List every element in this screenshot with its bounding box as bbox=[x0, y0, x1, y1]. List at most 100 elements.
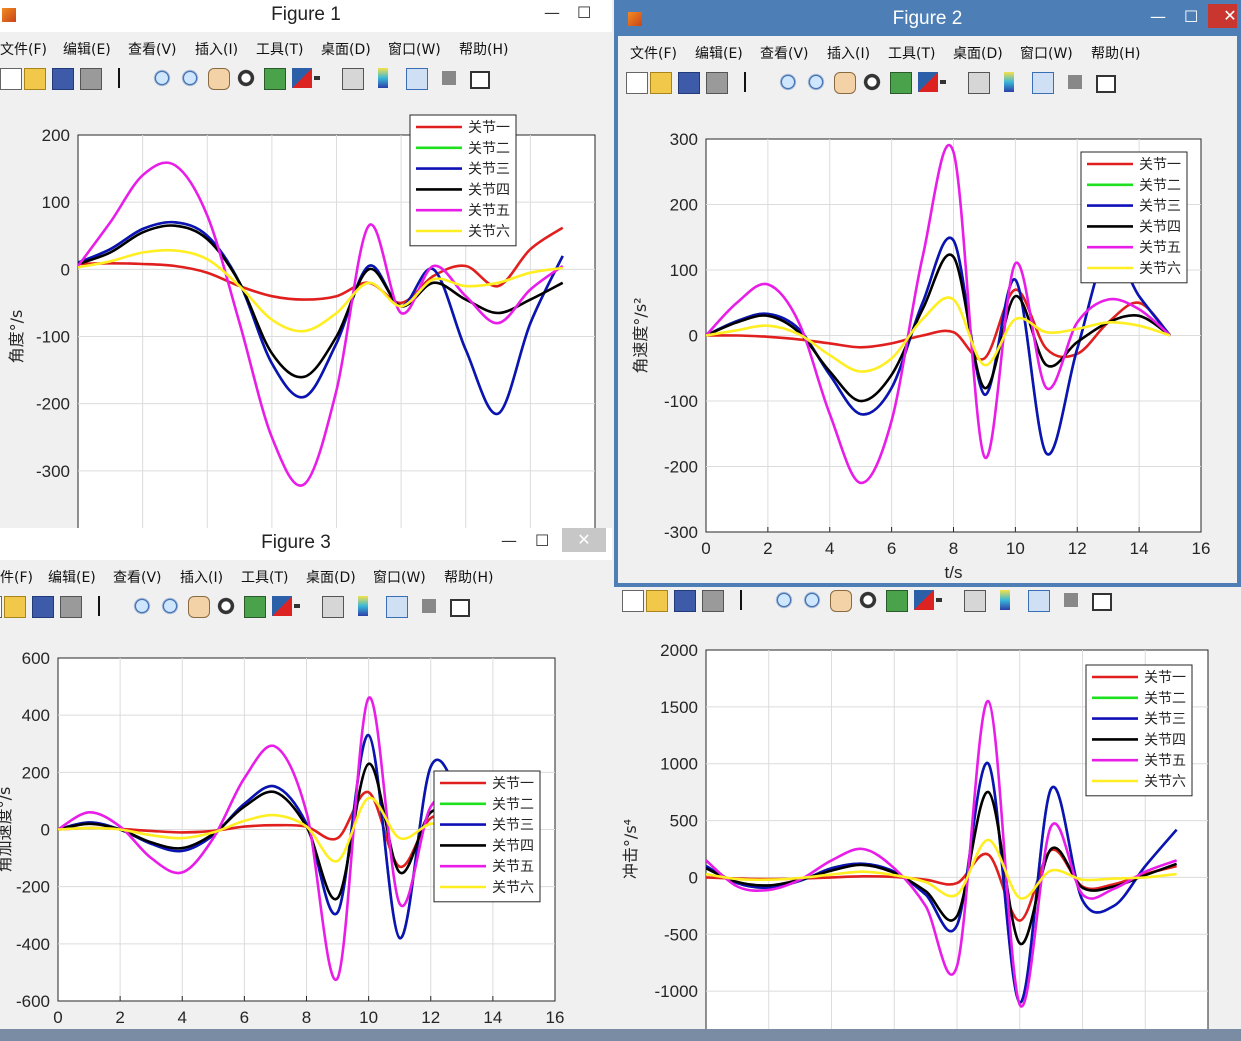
menu-edit[interactable]: 编辑(E) bbox=[48, 570, 96, 586]
menu-tools[interactable]: 工具(T) bbox=[241, 570, 289, 586]
menu-tools[interactable]: 工具(T) bbox=[256, 42, 304, 58]
menu-insert[interactable]: 插入(I) bbox=[827, 46, 871, 62]
zoom-out-icon[interactable] bbox=[180, 68, 200, 88]
pan-hand-icon[interactable] bbox=[208, 68, 230, 90]
plot-area[interactable]: 200 100 0 -100 -200 -300 角度°/s 关节一关节二关节三关节四关节五关… bbox=[0, 98, 612, 530]
hide-plot-tools-icon[interactable] bbox=[442, 71, 456, 85]
minimize-button[interactable]: — bbox=[501, 531, 517, 550]
brush-icon[interactable] bbox=[918, 72, 938, 92]
menu-help[interactable]: 帮助(H) bbox=[444, 570, 494, 586]
maximize-button[interactable]: ☐ bbox=[577, 3, 592, 22]
print-icon[interactable] bbox=[60, 596, 82, 618]
print-icon[interactable] bbox=[80, 68, 102, 90]
menu-help[interactable]: 帮助(H) bbox=[459, 42, 509, 58]
close-button[interactable]: ✕ bbox=[562, 528, 606, 552]
hide-plot-tools-icon[interactable] bbox=[1064, 593, 1078, 607]
maximize-button[interactable]: ☐ bbox=[1184, 7, 1199, 26]
open-file-icon[interactable] bbox=[24, 68, 46, 90]
pointer-icon[interactable] bbox=[118, 68, 140, 88]
zoom-out-icon[interactable] bbox=[802, 590, 822, 610]
data-cursor-icon[interactable] bbox=[890, 72, 912, 94]
menu-view[interactable]: 查看(V) bbox=[113, 570, 162, 586]
rotate-3d-icon[interactable] bbox=[216, 596, 236, 616]
pointer-icon[interactable] bbox=[740, 590, 762, 610]
minimize-button[interactable]: — bbox=[544, 3, 560, 22]
titlebar[interactable]: Figure 3 — ☐ ✕ bbox=[0, 528, 612, 560]
rotate-3d-icon[interactable] bbox=[862, 72, 882, 92]
menu-desktop[interactable]: 桌面(D) bbox=[953, 46, 1003, 62]
link-plot-icon[interactable] bbox=[968, 72, 990, 94]
zoom-in-icon[interactable] bbox=[132, 596, 152, 616]
data-cursor-icon[interactable] bbox=[244, 596, 266, 618]
pointer-icon[interactable] bbox=[98, 596, 120, 616]
print-icon[interactable] bbox=[706, 72, 728, 94]
rotate-3d-icon[interactable] bbox=[858, 590, 878, 610]
show-plot-tools-icon[interactable] bbox=[450, 599, 470, 617]
zoom-in-icon[interactable] bbox=[778, 72, 798, 92]
legend-box[interactable] bbox=[1085, 664, 1193, 797]
open-file-icon[interactable] bbox=[4, 596, 26, 618]
zoom-in-icon[interactable] bbox=[152, 68, 172, 88]
legend-icon[interactable] bbox=[406, 68, 428, 90]
zoom-in-icon[interactable] bbox=[774, 590, 794, 610]
minimize-button[interactable]: — bbox=[1150, 7, 1166, 26]
brush-dropdown-icon[interactable] bbox=[940, 80, 946, 84]
colorbar-icon[interactable] bbox=[358, 596, 368, 616]
hide-plot-tools-icon[interactable] bbox=[1068, 75, 1082, 89]
brush-dropdown-icon[interactable] bbox=[936, 598, 942, 602]
menu-file[interactable]: 文件(F) bbox=[0, 42, 47, 58]
menu-edit[interactable]: 编辑(E) bbox=[63, 42, 111, 58]
menu-insert[interactable]: 插入(I) bbox=[180, 570, 224, 586]
colorbar-icon[interactable] bbox=[1000, 590, 1010, 610]
menu-edit[interactable]: 编辑(E) bbox=[695, 46, 743, 62]
show-plot-tools-icon[interactable] bbox=[1092, 593, 1112, 611]
menu-file[interactable]: 件(F) bbox=[0, 570, 33, 586]
titlebar[interactable]: Figure 2 — ☐ ✕ bbox=[618, 4, 1237, 36]
save-icon[interactable] bbox=[678, 72, 700, 94]
pan-hand-icon[interactable] bbox=[188, 596, 210, 618]
pointer-icon[interactable] bbox=[744, 72, 766, 92]
plot-area[interactable]: 2000 1500 1000 500 0 -500 -1000 冲击°/s⁴ 关节一关节二关节三… bbox=[618, 618, 1241, 1029]
menu-view[interactable]: 查看(V) bbox=[760, 46, 809, 62]
pan-hand-icon[interactable] bbox=[834, 72, 856, 94]
link-plot-icon[interactable] bbox=[964, 590, 986, 612]
legend-icon[interactable] bbox=[1032, 72, 1054, 94]
brush-dropdown-icon[interactable] bbox=[294, 604, 300, 608]
data-cursor-icon[interactable] bbox=[264, 68, 286, 90]
new-figure-icon[interactable] bbox=[626, 72, 648, 94]
legend-icon[interactable] bbox=[1028, 590, 1050, 612]
maximize-button[interactable]: ☐ bbox=[535, 531, 550, 550]
colorbar-icon[interactable] bbox=[1004, 72, 1014, 92]
new-figure-icon[interactable] bbox=[0, 68, 22, 90]
menu-view[interactable]: 查看(V) bbox=[128, 42, 177, 58]
open-file-icon[interactable] bbox=[646, 590, 668, 612]
menu-desktop[interactable]: 桌面(D) bbox=[306, 570, 356, 586]
link-plot-icon[interactable] bbox=[342, 68, 364, 90]
brush-icon[interactable] bbox=[272, 596, 292, 616]
legend-box[interactable] bbox=[433, 770, 541, 903]
legend-icon[interactable] bbox=[386, 596, 408, 618]
menu-window[interactable]: 窗口(W) bbox=[388, 42, 441, 58]
new-figure-icon[interactable] bbox=[622, 590, 644, 612]
menu-window[interactable]: 窗口(W) bbox=[373, 570, 426, 586]
open-file-icon[interactable] bbox=[650, 72, 672, 94]
print-icon[interactable] bbox=[702, 590, 724, 612]
brush-dropdown-icon[interactable] bbox=[314, 76, 320, 80]
brush-icon[interactable] bbox=[914, 590, 934, 610]
brush-icon[interactable] bbox=[292, 68, 312, 88]
show-plot-tools-icon[interactable] bbox=[1096, 75, 1116, 93]
menu-tools[interactable]: 工具(T) bbox=[888, 46, 936, 62]
new-figure-icon[interactable] bbox=[0, 596, 2, 618]
menu-window[interactable]: 窗口(W) bbox=[1020, 46, 1073, 62]
menu-file[interactable]: 文件(F) bbox=[630, 46, 677, 62]
colorbar-icon[interactable] bbox=[378, 68, 388, 88]
menu-desktop[interactable]: 桌面(D) bbox=[321, 42, 371, 58]
rotate-3d-icon[interactable] bbox=[236, 68, 256, 88]
save-icon[interactable] bbox=[674, 590, 696, 612]
menu-help[interactable]: 帮助(H) bbox=[1091, 46, 1141, 62]
data-cursor-icon[interactable] bbox=[886, 590, 908, 612]
menu-insert[interactable]: 插入(I) bbox=[195, 42, 239, 58]
save-icon[interactable] bbox=[52, 68, 74, 90]
